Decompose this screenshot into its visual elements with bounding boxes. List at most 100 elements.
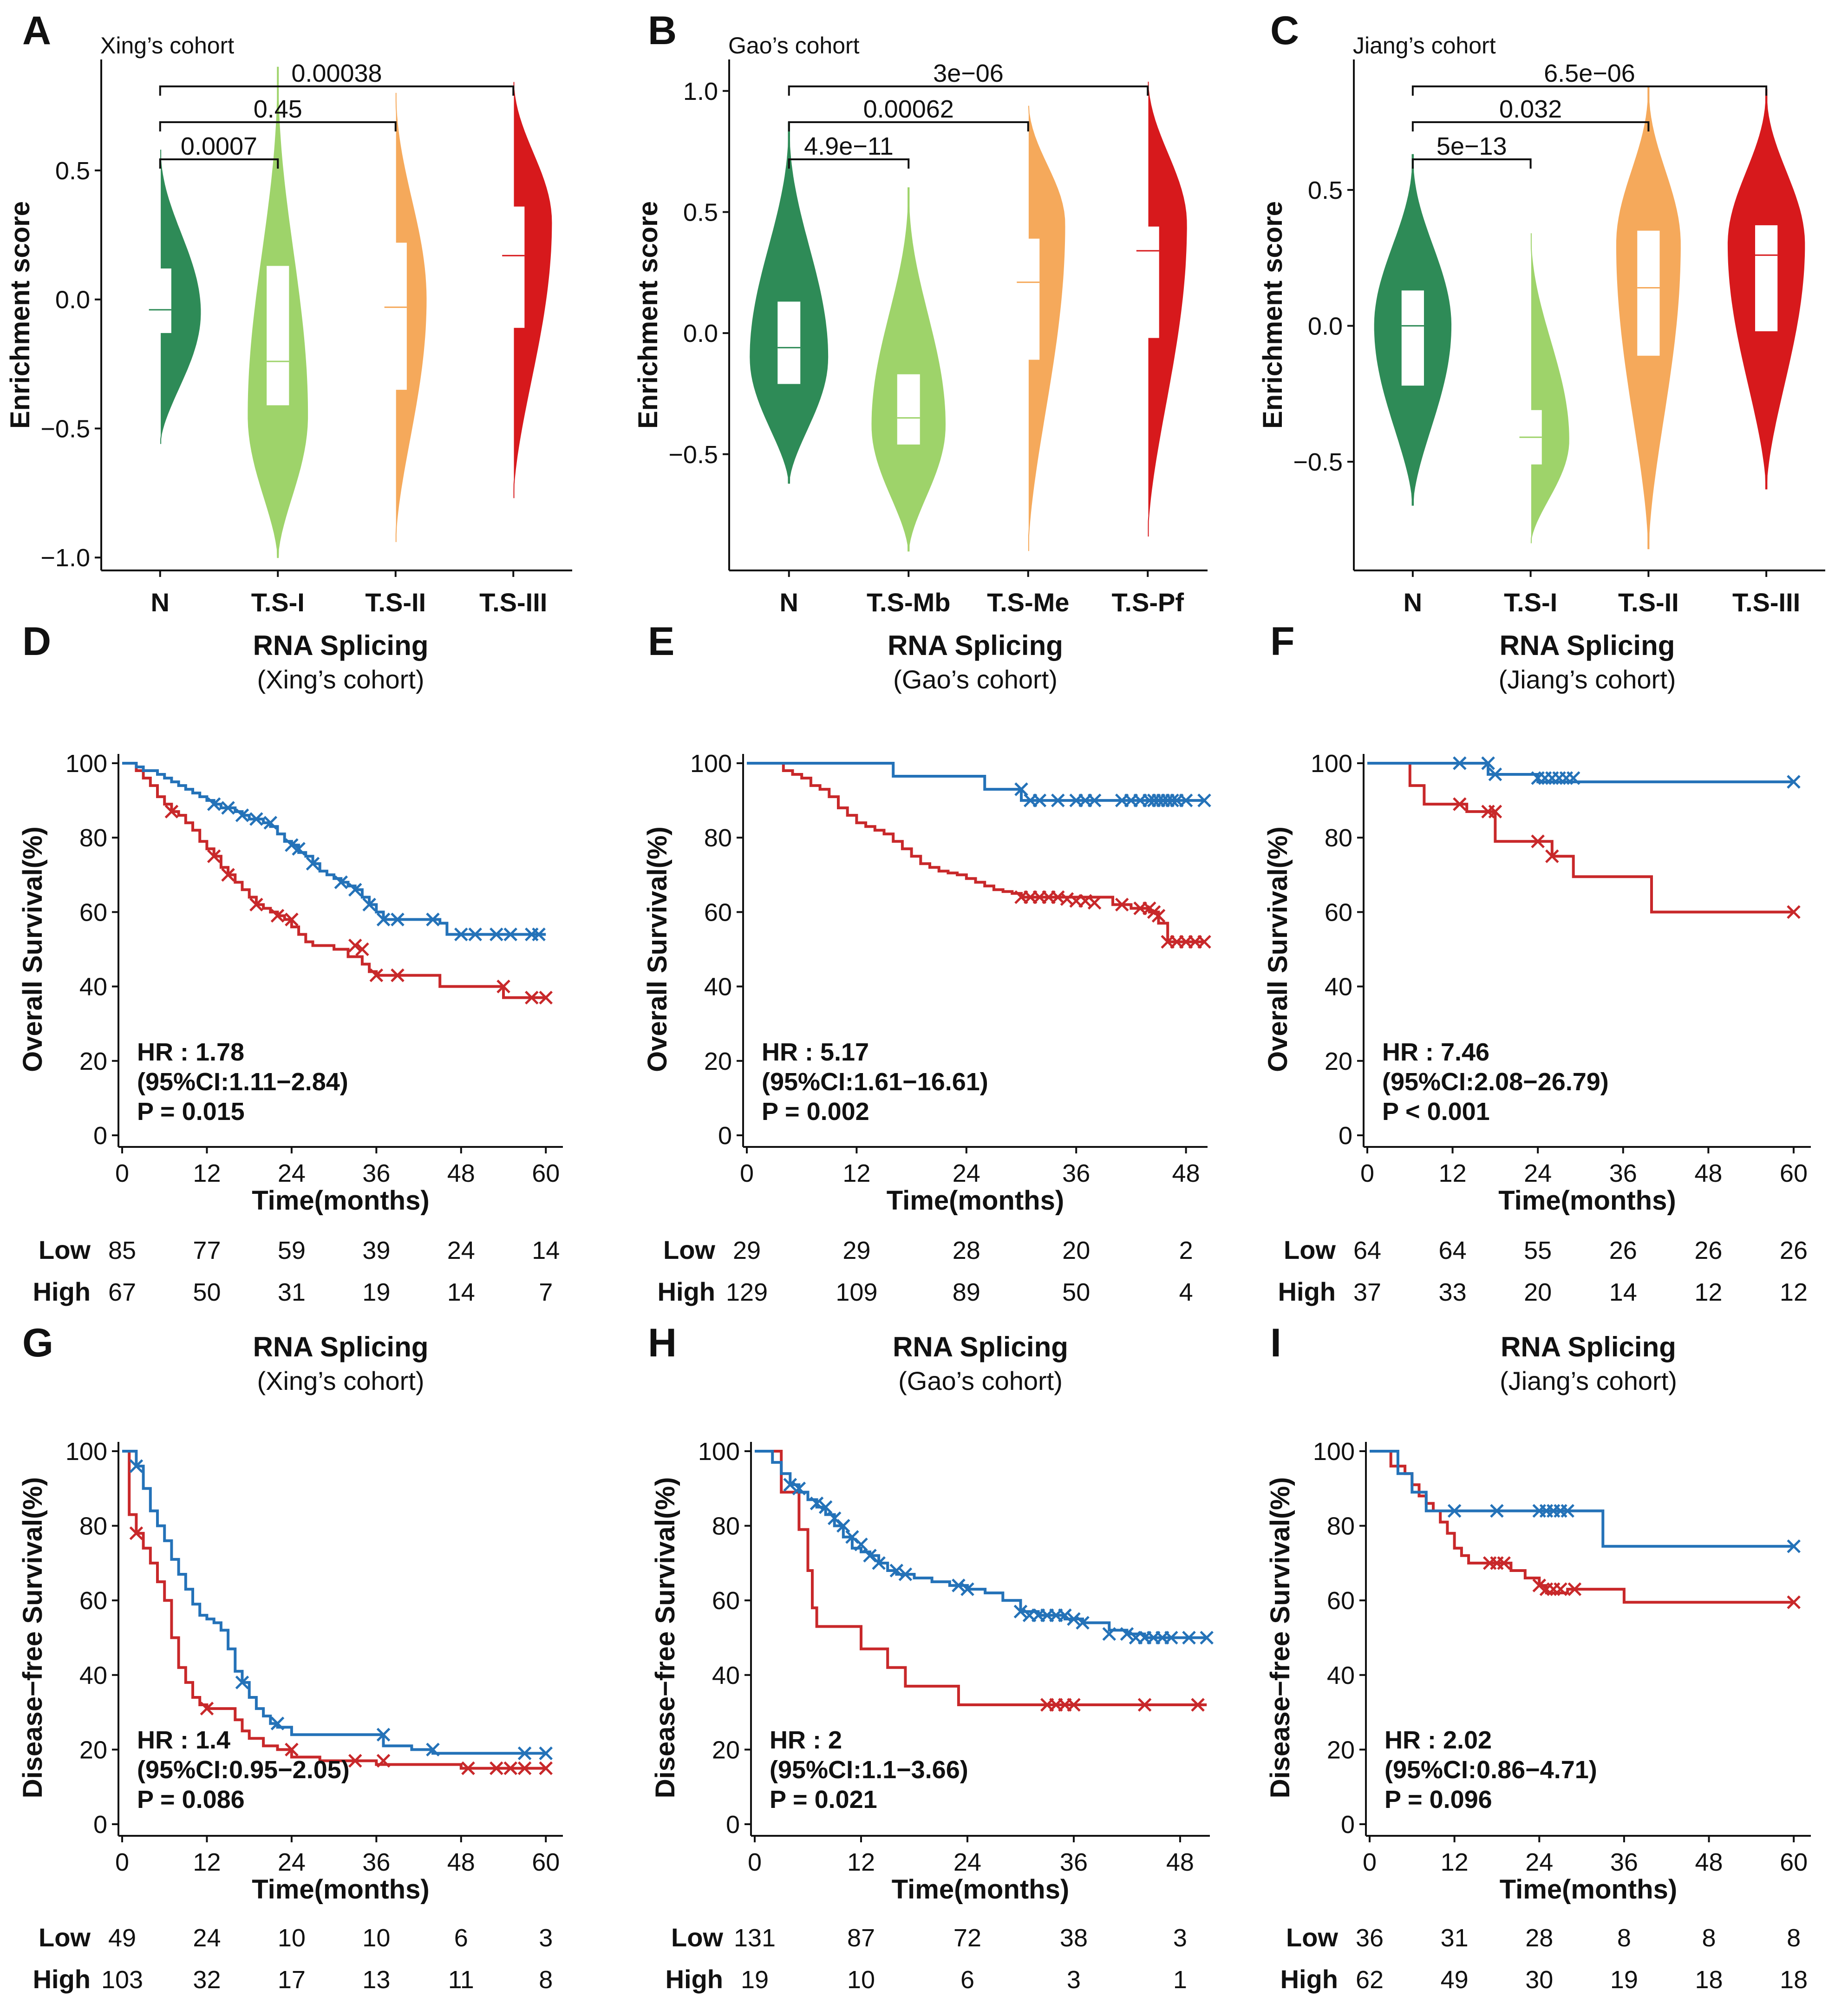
y-tick-label: 60 xyxy=(704,898,732,926)
x-axis-title: Time(months) xyxy=(892,1874,1069,1905)
censor-mark-low xyxy=(810,1496,824,1511)
km-subtitle: (Xing’s cohort) xyxy=(257,1366,424,1395)
censor-mark-low xyxy=(235,1676,249,1689)
censor-mark-high xyxy=(1197,935,1211,949)
x-tick-label: 12 xyxy=(193,1848,221,1876)
risk-count-high: 67 xyxy=(108,1278,136,1306)
censor-mark-high xyxy=(1087,896,1102,910)
panel-letter: F xyxy=(1270,619,1295,664)
km-subtitle: (Jiang’s cohort) xyxy=(1499,665,1676,694)
y-tick-label: 0.5 xyxy=(1308,177,1343,204)
censor-mark-low xyxy=(1164,1630,1178,1645)
stats-line: P = 0.015 xyxy=(137,1098,245,1126)
y-tick-label: 60 xyxy=(712,1587,740,1615)
significance-bracket xyxy=(1411,85,1768,96)
x-tick-label: 36 xyxy=(1610,1848,1638,1876)
violin-T.S-III xyxy=(513,82,552,498)
panel-letter: B xyxy=(648,8,677,53)
censor-mark-low xyxy=(490,927,503,942)
panel-letter: H xyxy=(648,1321,677,1365)
category-label: T.S-Pf xyxy=(1111,588,1184,617)
censor-mark-low xyxy=(818,1500,833,1514)
km-panel-G: G RNA Splicing(Xing’s cohort)020406080100… xyxy=(18,1321,563,1994)
box-T.S-Mb xyxy=(897,374,920,445)
censor-mark-high xyxy=(369,968,384,982)
y-axis-title: Enrichment score xyxy=(633,201,663,429)
x-tick-label: 48 xyxy=(1166,1848,1194,1876)
stats-line: HR : 7.46 xyxy=(1382,1038,1489,1066)
censor-mark-low xyxy=(1165,793,1179,807)
censor-mark-high xyxy=(129,1526,144,1540)
censor-mark-high xyxy=(1531,834,1545,848)
stats-line: (95%CI:1.1−3.66) xyxy=(770,1756,968,1784)
x-tick-label: 24 xyxy=(1525,1848,1553,1876)
stats-line: (95%CI:0.86−4.71) xyxy=(1384,1756,1597,1784)
box-T.S-Me xyxy=(1017,238,1040,360)
risk-label-high: High xyxy=(33,1964,91,1994)
p-value-label: 0.00062 xyxy=(863,95,954,123)
km-subtitle: (Jiang’s cohort) xyxy=(1500,1366,1677,1395)
risk-count-high: 18 xyxy=(1780,1966,1808,1994)
survival-curve-low xyxy=(122,1450,546,1755)
risk-count-low: 2 xyxy=(1179,1237,1193,1264)
x-axis-title: Time(months) xyxy=(252,1874,429,1905)
x-tick-label: 0 xyxy=(748,1848,762,1876)
censor-mark-high xyxy=(285,1742,299,1757)
x-tick-label: 36 xyxy=(1609,1159,1637,1187)
censor-mark-high xyxy=(200,1702,214,1715)
y-tick-label: 0 xyxy=(93,1122,107,1150)
risk-count-low: 24 xyxy=(193,1924,221,1952)
km-subtitle: (Gao’s cohort) xyxy=(898,1366,1063,1395)
x-tick-label: 0 xyxy=(1363,1848,1377,1876)
stats-line: HR : 2.02 xyxy=(1384,1726,1492,1754)
censor-mark-high xyxy=(207,849,221,864)
censor-mark-high xyxy=(1453,797,1467,811)
y-axis-title: Disease−free Survival(%) xyxy=(1265,1477,1295,1799)
y-tick-label: 40 xyxy=(1327,1662,1355,1689)
censor-mark-high xyxy=(539,1761,553,1775)
km-panel-F: F RNA Splicing (Jiang’s cohort) 0 20 40 60 80 10… xyxy=(1263,619,1811,1306)
km-title: RNA Splicing xyxy=(1500,630,1675,661)
censor-mark-low xyxy=(1179,793,1193,807)
risk-count-low: 14 xyxy=(532,1237,560,1264)
y-tick-label: 60 xyxy=(1325,898,1352,926)
risk-count-high: 4 xyxy=(1179,1278,1193,1306)
x-tick-label: 12 xyxy=(1439,1159,1467,1187)
x-tick-label: 60 xyxy=(1780,1848,1808,1876)
censor-mark-low xyxy=(249,812,263,826)
censor-mark-low xyxy=(517,1746,532,1761)
censor-mark-high xyxy=(348,1754,362,1768)
risk-count-high: 1 xyxy=(1173,1966,1187,1994)
censor-mark-high xyxy=(1787,1595,1801,1609)
risk-count-high: 32 xyxy=(193,1966,221,1994)
survival-curve-high xyxy=(122,762,546,999)
violin-T.S-II xyxy=(395,92,427,542)
censor-mark-low xyxy=(1561,1504,1574,1518)
violin-T.S-Pf xyxy=(1148,81,1187,537)
survival-curve-low xyxy=(1367,762,1794,784)
category-label: T.S-II xyxy=(365,588,426,617)
censor-mark-high xyxy=(221,868,235,882)
censor-mark-low xyxy=(376,912,391,927)
y-tick-label: 20 xyxy=(79,1048,107,1075)
risk-label-low: Low xyxy=(1286,1923,1338,1952)
risk-count-high: 19 xyxy=(1610,1966,1638,1994)
violin-panel-C: C Jiang’s cohort −0.5 0.0 0.5 Enrichment scor… xyxy=(1258,8,1825,617)
x-tick-label: 24 xyxy=(278,1159,306,1187)
panel-letter: C xyxy=(1270,8,1299,53)
risk-label-high: High xyxy=(33,1277,91,1306)
y-tick-label: 80 xyxy=(704,824,732,852)
risk-count-low: 3 xyxy=(1173,1924,1187,1952)
y-tick-label: 100 xyxy=(1313,1438,1355,1466)
p-value-label: 0.00038 xyxy=(291,59,382,87)
censor-mark-low xyxy=(1067,1612,1081,1626)
risk-count-low: 26 xyxy=(1609,1237,1637,1264)
x-axis-title: Time(months) xyxy=(1500,1874,1677,1905)
censor-mark-low xyxy=(872,1556,886,1570)
risk-count-high: 10 xyxy=(847,1966,875,1994)
censor-mark-high xyxy=(1567,1582,1582,1596)
censor-mark-low xyxy=(1481,756,1495,770)
censor-mark-high xyxy=(1545,849,1559,864)
censor-mark-high xyxy=(355,942,369,956)
stats-line: (95%CI:0.95−2.05) xyxy=(137,1756,350,1784)
